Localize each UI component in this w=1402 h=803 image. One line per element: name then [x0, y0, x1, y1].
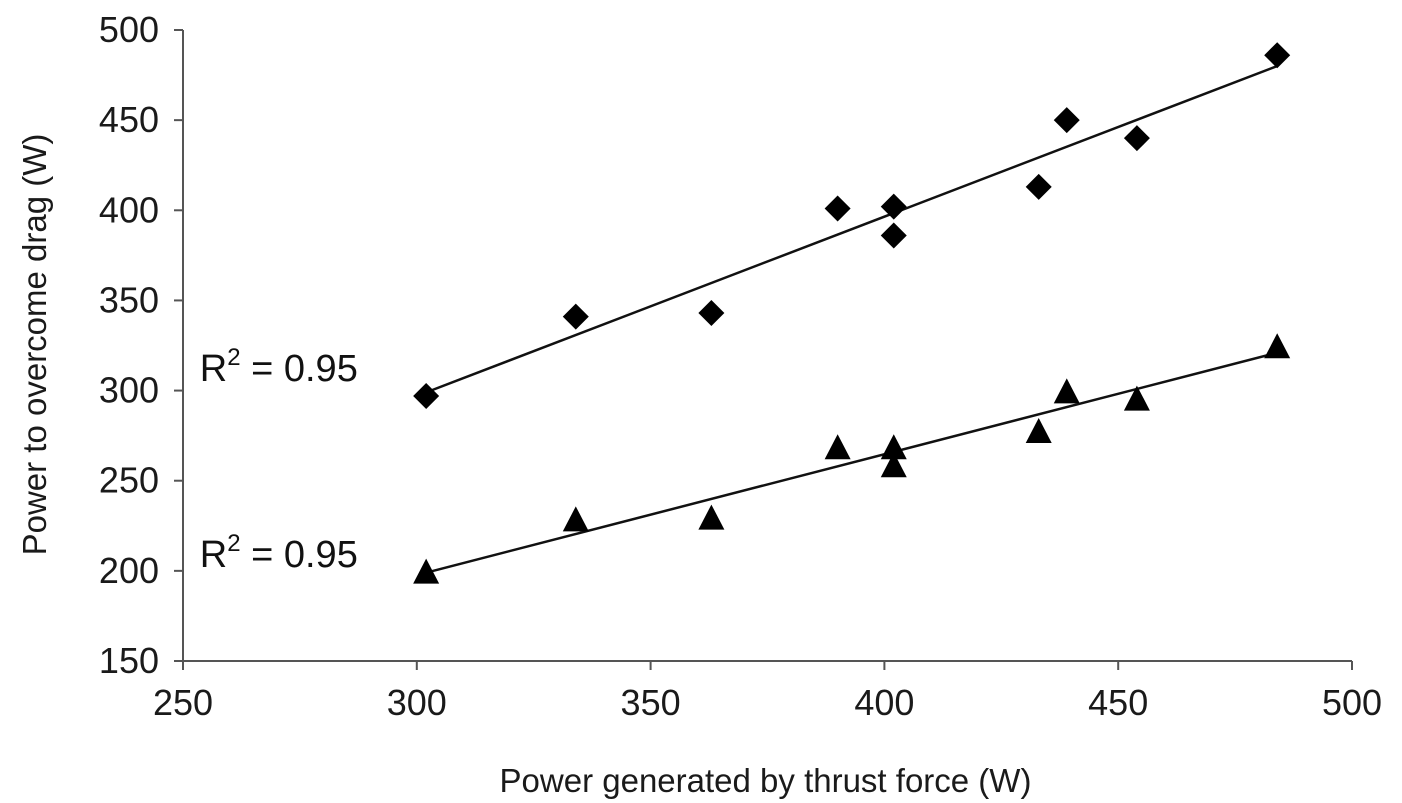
triangle-point	[698, 504, 725, 530]
x-tick-label: 350	[621, 682, 681, 723]
diamond-point	[1264, 42, 1291, 69]
diamond-point	[880, 193, 907, 220]
diamond-point	[824, 195, 851, 222]
y-tick-label: 350	[99, 279, 159, 320]
triangle-point	[880, 452, 907, 478]
triangle-point	[562, 506, 589, 532]
data-points	[413, 42, 1291, 584]
trendline-1	[425, 64, 1278, 394]
triangle-point	[1025, 418, 1052, 444]
diamond-point	[698, 300, 725, 327]
y-tick-label: 200	[99, 550, 159, 591]
y-tick-label: 500	[99, 9, 159, 50]
y-axis-title: Power to overcome drag (W)	[16, 134, 53, 556]
x-tick-label: 250	[153, 682, 213, 723]
x-tick-label: 300	[387, 682, 447, 723]
y-tick-label: 250	[99, 460, 159, 501]
triangle-point	[824, 434, 851, 460]
axis-ticks: 150 200 250 300 350 400 450 500 250 300 350 400 450 5…	[99, 9, 1382, 723]
y-tick-label: 450	[99, 99, 159, 140]
y-tick-label: 300	[99, 370, 159, 411]
diamond-point	[1053, 107, 1080, 134]
diamond-point	[413, 382, 440, 409]
diamond-point	[1123, 125, 1150, 152]
triangle-point	[1053, 378, 1080, 404]
x-tick-label: 500	[1322, 682, 1382, 723]
y-tick-label: 150	[99, 640, 159, 681]
triangle-point	[880, 434, 907, 460]
x-tick-label: 450	[1088, 682, 1148, 723]
triangle-point	[413, 558, 440, 584]
x-tick-label: 400	[854, 682, 914, 723]
diamond-point	[1025, 173, 1052, 200]
trendlines	[425, 64, 1278, 574]
diamond-point	[562, 303, 589, 330]
axes	[182, 30, 1352, 662]
triangle-point	[1264, 333, 1291, 359]
diamond-point	[880, 222, 907, 249]
trendline-2	[425, 351, 1278, 574]
r-squared-annotations: R2 = 0.95 R2 = 0.95	[200, 344, 358, 576]
triangle-point	[1123, 385, 1150, 411]
x-axis-title: Power generated by thrust force (W)	[500, 762, 1032, 799]
r-squared-label-1: R2 = 0.95	[200, 344, 358, 390]
y-tick-label: 400	[99, 189, 159, 230]
r-squared-label-2: R2 = 0.95	[200, 530, 358, 576]
